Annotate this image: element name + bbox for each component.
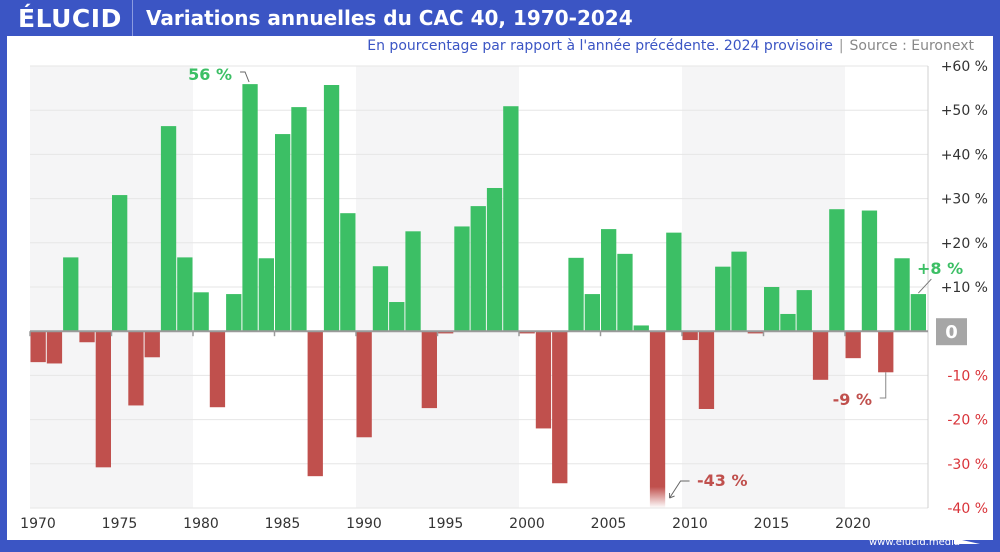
y-tick-label: +60 %: [941, 59, 988, 75]
bar-2023: [894, 258, 910, 332]
bar-1997: [470, 206, 486, 332]
y-tick-label: +30 %: [941, 192, 988, 208]
bar-1995: [438, 331, 454, 334]
bar-2011: [698, 331, 715, 409]
x-tick-label: 1995: [428, 516, 464, 532]
brand-flag-icon: [954, 532, 980, 544]
y-tick-label: +10 %: [941, 280, 988, 296]
bar-2000: [519, 331, 535, 334]
bar-1996: [454, 226, 470, 332]
bar-2016: [780, 313, 796, 332]
bar-1978: [160, 126, 177, 332]
bar-1998: [486, 187, 503, 332]
bar-1989: [340, 213, 356, 332]
bar-2012: [715, 266, 731, 332]
bar-2002: [552, 331, 568, 484]
bar-1971: [46, 331, 63, 364]
x-tick-label: 2005: [591, 516, 627, 532]
x-tick-label: 2015: [754, 516, 790, 532]
annotation-label: -43 %: [697, 471, 748, 490]
chart-title: Variations annuelles du CAC 40, 1970-202…: [146, 6, 633, 30]
brand-logo: ÉLUCID: [18, 4, 122, 33]
x-tick-label: 1985: [265, 516, 301, 532]
bar-2008: [649, 331, 666, 508]
bar-1972: [63, 257, 79, 332]
bar-1984: [258, 258, 274, 332]
y-tick-label: -30 %: [947, 457, 988, 473]
y-tick-label: -40 %: [947, 501, 988, 517]
y-tick-label: +40 %: [941, 147, 988, 163]
annotation-leader: [669, 480, 690, 499]
annotation-arrowhead: [669, 493, 675, 499]
bar-2003: [568, 257, 584, 332]
header-bar: ÉLUCID Variations annuelles du CAC 40, 1…: [0, 0, 1000, 36]
bar-1973: [79, 331, 95, 343]
bar-2020: [845, 331, 861, 359]
x-tick-label: 1980: [183, 516, 219, 532]
bar-1993: [405, 231, 421, 332]
bar-2006: [617, 253, 633, 332]
x-tick-label: 2000: [509, 516, 545, 532]
subtitle-separator: |: [838, 38, 844, 54]
source-text: Source : Euronext: [849, 38, 974, 54]
x-tick-label: 2020: [835, 516, 871, 532]
bar-1974: [95, 331, 111, 468]
bar-2022: [878, 331, 894, 373]
bar-2007: [633, 325, 649, 332]
y-tick-label: 0: [945, 322, 958, 343]
bar-1975: [112, 195, 128, 332]
bar-1977: [144, 331, 160, 358]
y-tick-label: -20 %: [947, 413, 988, 429]
annotation-label: +8 %: [917, 259, 963, 278]
bar-2001: [535, 331, 552, 429]
y-tick-label: +50 %: [941, 103, 988, 119]
bar-1976: [128, 331, 144, 406]
bar-2004: [584, 294, 600, 332]
x-tick-label: 2010: [672, 516, 708, 532]
x-tick-label: 1990: [346, 516, 382, 532]
bar-1970: [30, 331, 46, 363]
annotation-label: -9 %: [833, 390, 872, 409]
bar-2009: [666, 232, 682, 332]
subtitle-text: En pourcentage par rapport à l'année pré…: [367, 38, 833, 54]
bar-2018: [812, 331, 829, 380]
bar-1983: [242, 84, 258, 332]
y-tick-label: -10 %: [947, 368, 988, 384]
annotation-label: 56 %: [188, 65, 232, 84]
y-tick-label: +20 %: [941, 236, 988, 252]
x-tick-label: 1975: [102, 516, 138, 532]
bar-1980: [193, 292, 209, 332]
bar-1994: [421, 331, 437, 409]
bar-1979: [177, 257, 193, 332]
bar-2005: [601, 229, 617, 332]
annotation-leader: [879, 372, 887, 399]
bar-2015: [764, 287, 780, 332]
zero-badge: [936, 318, 967, 346]
bar-2017: [796, 290, 812, 332]
bar-1991: [372, 266, 389, 332]
x-tick-label: 1970: [20, 516, 56, 532]
bar-1981: [209, 331, 226, 408]
header-divider: [132, 0, 133, 36]
annotation-leader: [240, 71, 250, 83]
bar-1986: [291, 107, 307, 332]
bar-2014: [747, 331, 763, 334]
bar-2013: [731, 251, 747, 332]
bar-1982: [226, 294, 242, 332]
bar-1990: [356, 331, 372, 438]
annotation-leader: [917, 278, 932, 294]
chart-subtitle: En pourcentage par rapport à l'année pré…: [0, 38, 974, 54]
bar-2019: [829, 209, 845, 332]
footer-url[interactable]: www.elucid.media: [868, 537, 960, 548]
bar-1988: [323, 85, 340, 332]
bar-1985: [275, 134, 291, 332]
bar-2024: [910, 294, 926, 332]
bar-2010: [682, 331, 698, 341]
bar-1999: [503, 106, 519, 332]
bar-2021: [861, 210, 878, 332]
bar-1992: [389, 302, 405, 332]
bar-1987: [307, 331, 323, 477]
